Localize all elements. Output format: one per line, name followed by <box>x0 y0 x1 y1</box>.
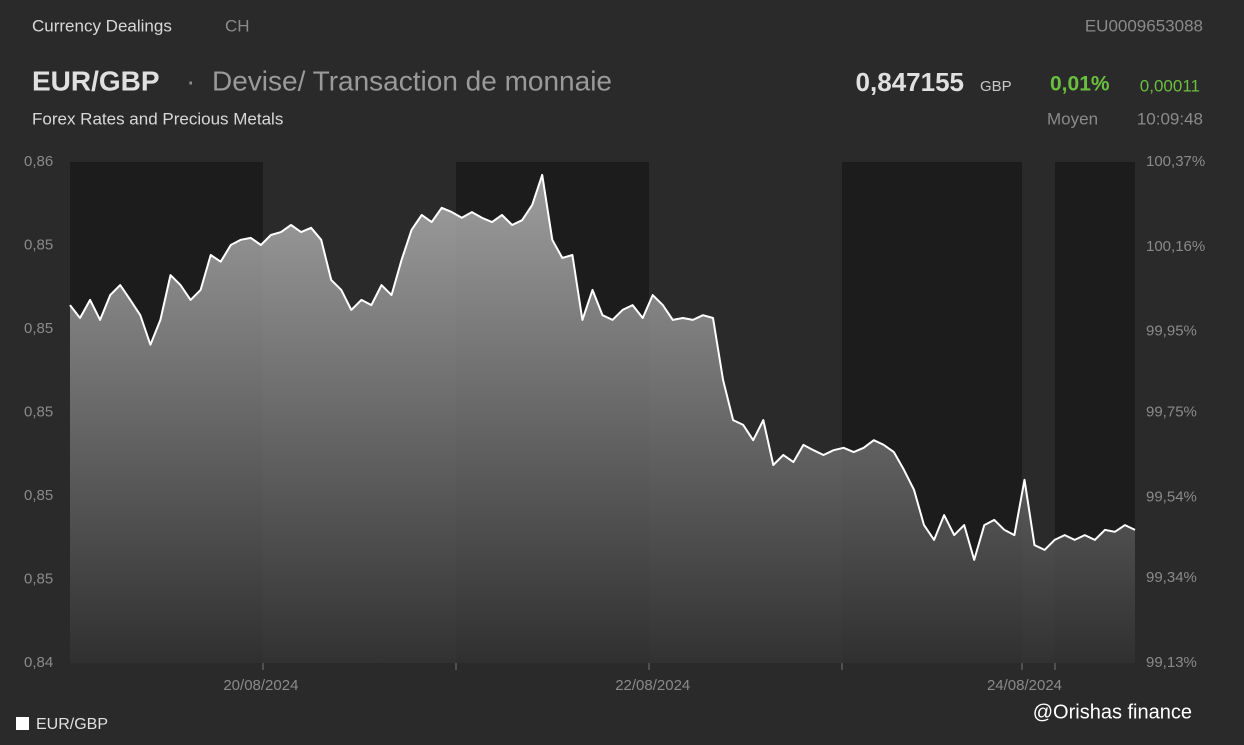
y-tick-label: 0,85 <box>24 403 53 420</box>
x-tick-label: 22/08/2024 <box>615 677 690 694</box>
symbol: EUR/GBP <box>32 65 160 96</box>
watermark: @Orishas finance <box>1033 701 1192 723</box>
y2-tick-label: 99,95% <box>1146 323 1197 340</box>
y-tick-label: 0,85 <box>24 487 53 504</box>
y-tick-label: 0,86 <box>24 153 53 170</box>
y2-tick-label: 100,16% <box>1146 238 1205 255</box>
legend-swatch <box>16 717 29 730</box>
y-tick-label: 0,85 <box>24 236 53 253</box>
change-abs: 0,00011 <box>1140 76 1200 95</box>
y-tick-label: 0,84 <box>24 654 53 671</box>
separator: · <box>186 65 195 96</box>
legend-label: EUR/GBP <box>36 716 108 733</box>
x-tick-marks <box>262 663 1056 670</box>
y2-tick-label: 99,75% <box>1146 403 1197 420</box>
line <box>69 173 1136 561</box>
y2-tick-label: 100,37% <box>1146 153 1205 170</box>
x-tick-label: 20/08/2024 <box>223 677 298 694</box>
y-tick-label: 0,85 <box>24 320 53 337</box>
price: 0,847155 <box>856 67 964 97</box>
x-tick-label: 24/08/2024 <box>987 677 1062 694</box>
currency: GBP <box>980 78 1012 95</box>
y-tick-label: 0,85 <box>24 570 53 587</box>
area <box>70 174 1135 663</box>
source: Currency Dealings <box>32 16 172 35</box>
change-pct: 0,01% <box>1050 73 1110 96</box>
y2-tick-label: 99,13% <box>1146 654 1197 671</box>
country: CH <box>225 16 250 35</box>
y2-tick-label: 99,54% <box>1146 488 1197 505</box>
y2-tick-label: 99,34% <box>1146 569 1197 586</box>
category: Forex Rates and Precious Metals <box>32 109 283 128</box>
price-type: Moyen <box>1047 109 1098 128</box>
isin: EU0009653088 <box>1085 16 1203 35</box>
description: Devise/ Transaction de monnaie <box>212 65 612 96</box>
time: 10:09:48 <box>1137 109 1203 128</box>
